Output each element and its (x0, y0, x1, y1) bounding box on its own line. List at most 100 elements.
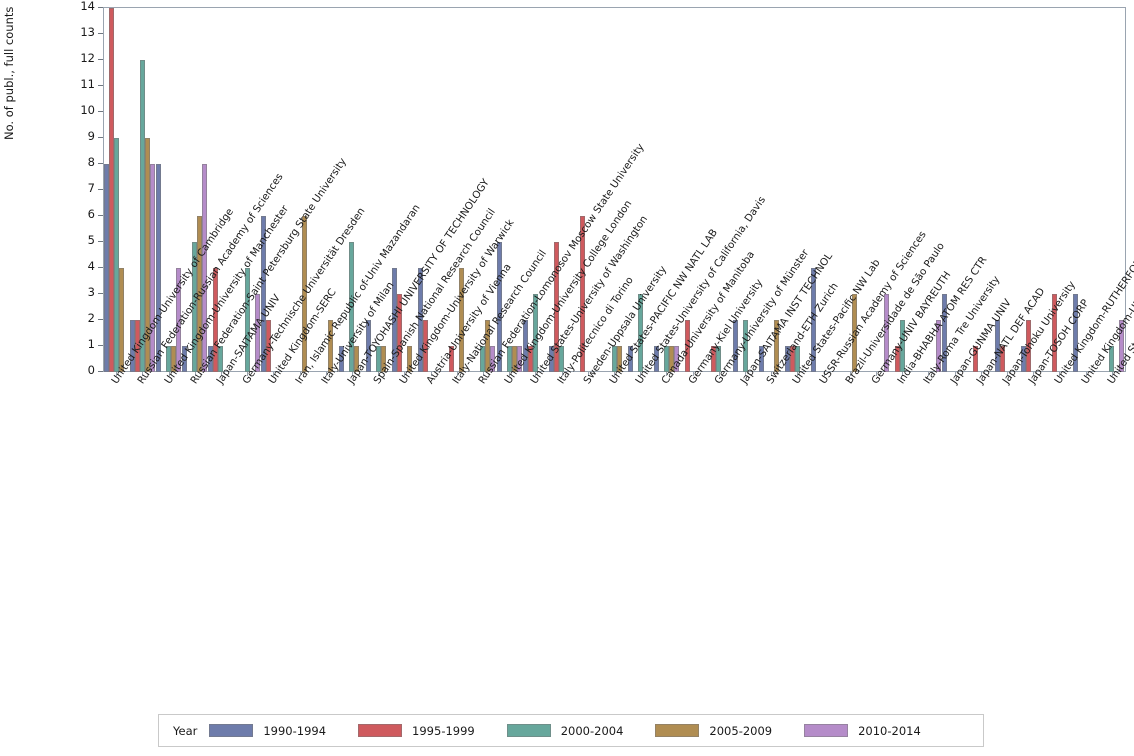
bar (527, 346, 533, 372)
bar (149, 164, 155, 372)
legend-swatch (655, 724, 700, 737)
bar (1109, 346, 1115, 372)
x-tick-mark (457, 372, 458, 376)
x-tick-mark (876, 372, 877, 376)
y-tick-label: 2 (87, 311, 95, 325)
legend-label: 2010-2014 (858, 723, 921, 738)
bar (784, 346, 790, 372)
y-tick-mark (98, 111, 103, 112)
x-tick-mark (797, 372, 798, 376)
bar (637, 294, 643, 372)
y-tick-mark (98, 163, 103, 164)
legend-entry[interactable]: 1995-1999 (358, 724, 505, 738)
x-tick-mark (562, 372, 563, 376)
bar (108, 8, 114, 372)
bar (685, 320, 691, 372)
bar (732, 320, 738, 372)
bar (218, 346, 224, 372)
bar (653, 346, 659, 372)
bar (391, 268, 397, 372)
bar (663, 346, 669, 372)
legend-label: 1995-1999 (412, 723, 475, 738)
x-tick-mark (666, 372, 667, 376)
x-tick-mark (1059, 372, 1060, 376)
legend-entry[interactable]: 2010-2014 (804, 724, 951, 738)
x-tick-mark (221, 372, 222, 376)
y-axis-line (103, 7, 104, 372)
bar (994, 320, 1000, 372)
x-tick-mark (719, 372, 720, 376)
bar (894, 346, 900, 372)
y-tick-mark (98, 189, 103, 190)
plot-area (103, 7, 1126, 372)
bar (999, 346, 1005, 372)
x-tick-mark (955, 372, 956, 376)
legend-entry[interactable]: 2000-2004 (506, 724, 654, 738)
legend-label: 2005-2009 (709, 723, 773, 738)
legend-entry[interactable]: 2005-2009 (655, 724, 802, 738)
bar (192, 242, 198, 372)
bar (616, 346, 622, 372)
bar (742, 320, 748, 372)
bar (406, 346, 412, 372)
legend-entry[interactable]: 1990-1994 (209, 724, 356, 738)
bar (129, 320, 135, 372)
y-tick-mark (98, 241, 103, 242)
x-tick-mark (326, 372, 327, 376)
x-tick-mark (1033, 372, 1034, 376)
y-tick-label: 14 (80, 0, 95, 13)
bar (349, 242, 355, 372)
bar (942, 294, 948, 372)
x-tick-mark (404, 372, 405, 376)
bar (118, 268, 124, 372)
x-tick-mark (902, 372, 903, 376)
x-tick-mark (850, 372, 851, 376)
bar (1025, 320, 1031, 372)
bars-container (103, 8, 1125, 372)
y-tick-mark (98, 59, 103, 60)
bar (265, 320, 271, 372)
bar (418, 268, 424, 372)
x-tick-mark (116, 372, 117, 376)
bar (302, 216, 308, 372)
bar (208, 346, 214, 372)
bar (522, 320, 528, 372)
y-tick-mark (98, 7, 103, 8)
legend-swatch (506, 724, 551, 737)
bar (202, 164, 208, 372)
y-tick-label: 11 (80, 77, 95, 91)
y-tick-mark (98, 215, 103, 216)
bar (176, 268, 181, 372)
x-tick-mark (614, 372, 615, 376)
bar (773, 320, 779, 372)
bar (244, 268, 250, 372)
y-tick-mark (98, 33, 103, 34)
bar (852, 294, 858, 372)
x-tick-mark (378, 372, 379, 376)
y-tick-label: 9 (87, 129, 95, 143)
x-tick-mark (431, 372, 432, 376)
legend-entries: 1990-1994 1995-1999 2000-2004 2005-2009 2010… (209, 724, 952, 738)
x-tick-mark (693, 372, 694, 376)
bar (197, 216, 203, 372)
x-tick-mark (1112, 372, 1113, 376)
y-tick-mark (98, 267, 103, 268)
bar (511, 346, 517, 372)
bar (156, 164, 161, 372)
bar (554, 242, 560, 372)
bar (254, 294, 260, 372)
bar (883, 294, 889, 372)
bar (611, 346, 617, 372)
bar (139, 60, 145, 372)
bar (711, 346, 717, 372)
bar (144, 138, 150, 372)
y-tick-mark (98, 137, 103, 138)
y-tick-label: 12 (80, 51, 95, 65)
bar (758, 346, 764, 372)
bar (1073, 294, 1079, 372)
bar (485, 320, 491, 372)
legend-label: 1990-1994 (263, 723, 327, 738)
x-tick-mark (928, 372, 929, 376)
bar (559, 346, 565, 372)
x-tick-mark (745, 372, 746, 376)
